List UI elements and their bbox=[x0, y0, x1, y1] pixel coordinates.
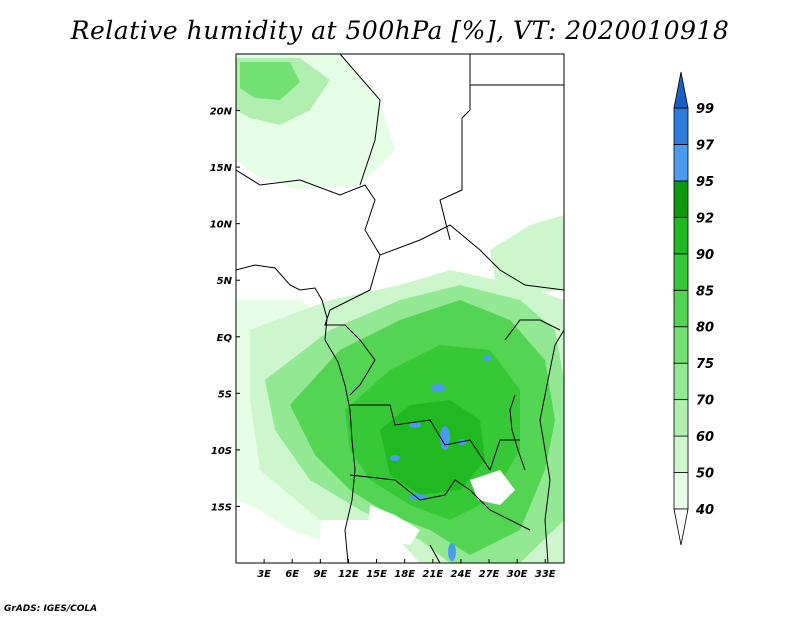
colorbar-level-label: 90 bbox=[696, 248, 714, 263]
lon-tick-label: 27E bbox=[479, 569, 500, 580]
lon-tick-label: 3E bbox=[257, 569, 271, 580]
lat-tick-label: 10N bbox=[210, 220, 233, 231]
lon-tick-label: 18E bbox=[394, 569, 415, 580]
colorbar-level-label: 50 bbox=[696, 467, 714, 482]
border bbox=[439, 54, 471, 241]
border bbox=[429, 544, 441, 563]
lake-outline bbox=[509, 394, 526, 471]
border bbox=[504, 319, 561, 341]
humidity-peak-blue bbox=[431, 384, 445, 392]
lon-tick-label: 12E bbox=[338, 569, 359, 580]
map-frame bbox=[235, 53, 565, 564]
colorbar-segment bbox=[673, 435, 689, 473]
colorbar-segment bbox=[673, 326, 689, 364]
border bbox=[236, 169, 381, 256]
humidity-region-south-white-2 bbox=[470, 470, 515, 505]
colorbar-level-label: 75 bbox=[696, 357, 714, 372]
humidity-peak-blue bbox=[448, 543, 456, 561]
colorbar-upper-extension bbox=[673, 71, 689, 109]
map-plot-area bbox=[236, 54, 564, 563]
border bbox=[379, 224, 564, 291]
lon-tick-label: 9E bbox=[313, 569, 327, 580]
coastline bbox=[236, 264, 356, 563]
colorbar-level-label: 97 bbox=[696, 138, 715, 153]
colorbar-level-label: 99 bbox=[696, 102, 714, 117]
humidity-peak-blue bbox=[409, 494, 427, 500]
lon-tick-label: 6E bbox=[285, 569, 299, 580]
colorbar-segment bbox=[673, 253, 689, 291]
colorbar-segment bbox=[673, 180, 689, 218]
colorbar-segment bbox=[673, 144, 689, 182]
humidity-peak-blue bbox=[409, 422, 421, 428]
border bbox=[324, 254, 381, 396]
longitude-axis: 3E 6E 9E 12E 15E 18E 21E 24E 27E 30E 33E bbox=[257, 559, 556, 580]
colorbar-level-label: 95 bbox=[696, 175, 714, 190]
colorbar-level-label: 60 bbox=[696, 430, 714, 445]
map-title: Relative humidity at 500hPa [%], VT: 202… bbox=[70, 16, 730, 45]
colorbar-segment bbox=[673, 289, 689, 328]
lon-tick-label: 33E bbox=[535, 569, 556, 580]
humidity-region-south-white bbox=[368, 505, 420, 545]
lat-tick-label: 5N bbox=[217, 276, 233, 287]
lat-tick-label: 15S bbox=[211, 502, 232, 513]
colorbar-level-label: 80 bbox=[696, 321, 714, 336]
colorbar-lower-extension bbox=[673, 508, 689, 546]
lat-tick-label: 15N bbox=[210, 163, 233, 174]
lon-tick-label: 21E bbox=[422, 569, 443, 580]
coastline-east bbox=[539, 329, 564, 563]
colorbar: 40 50 60 70 75 80 85 90 92 95 97 99 bbox=[673, 71, 715, 546]
border bbox=[350, 404, 520, 472]
colorbar-segment bbox=[673, 399, 689, 437]
humidity-peak-blue bbox=[390, 455, 400, 461]
grads-credit: GrADS: IGES/COLA bbox=[4, 604, 98, 614]
humidity-peak-blue bbox=[440, 426, 450, 450]
colorbar-segment bbox=[673, 216, 689, 255]
border bbox=[339, 54, 381, 186]
humidity-region-north-core bbox=[240, 62, 300, 100]
colorbar-level-label: 92 bbox=[696, 211, 714, 226]
colorbar-segment bbox=[673, 472, 689, 510]
latitude-axis: 20N 15N 10N 5N EQ 5S 10S 15S bbox=[210, 107, 240, 513]
humidity-peak-blue bbox=[483, 355, 491, 361]
border bbox=[349, 474, 531, 531]
map-boundaries bbox=[236, 54, 564, 563]
colorbar-level-label: 40 bbox=[695, 503, 714, 518]
colorbar-level-label: 85 bbox=[696, 284, 714, 299]
lon-tick-label: 15E bbox=[366, 569, 387, 580]
colorbar-segment bbox=[673, 107, 689, 145]
colorbar-segment bbox=[673, 362, 689, 401]
humidity-field bbox=[236, 54, 564, 563]
lat-tick-label: 5S bbox=[218, 389, 232, 400]
lat-tick-label: 20N bbox=[210, 107, 233, 118]
lon-tick-label: 24E bbox=[451, 569, 472, 580]
lat-tick-label: EQ bbox=[217, 333, 233, 344]
lon-tick-label: 30E bbox=[507, 569, 528, 580]
lat-tick-label: 10S bbox=[211, 446, 232, 457]
colorbar-level-label: 70 bbox=[696, 394, 714, 409]
